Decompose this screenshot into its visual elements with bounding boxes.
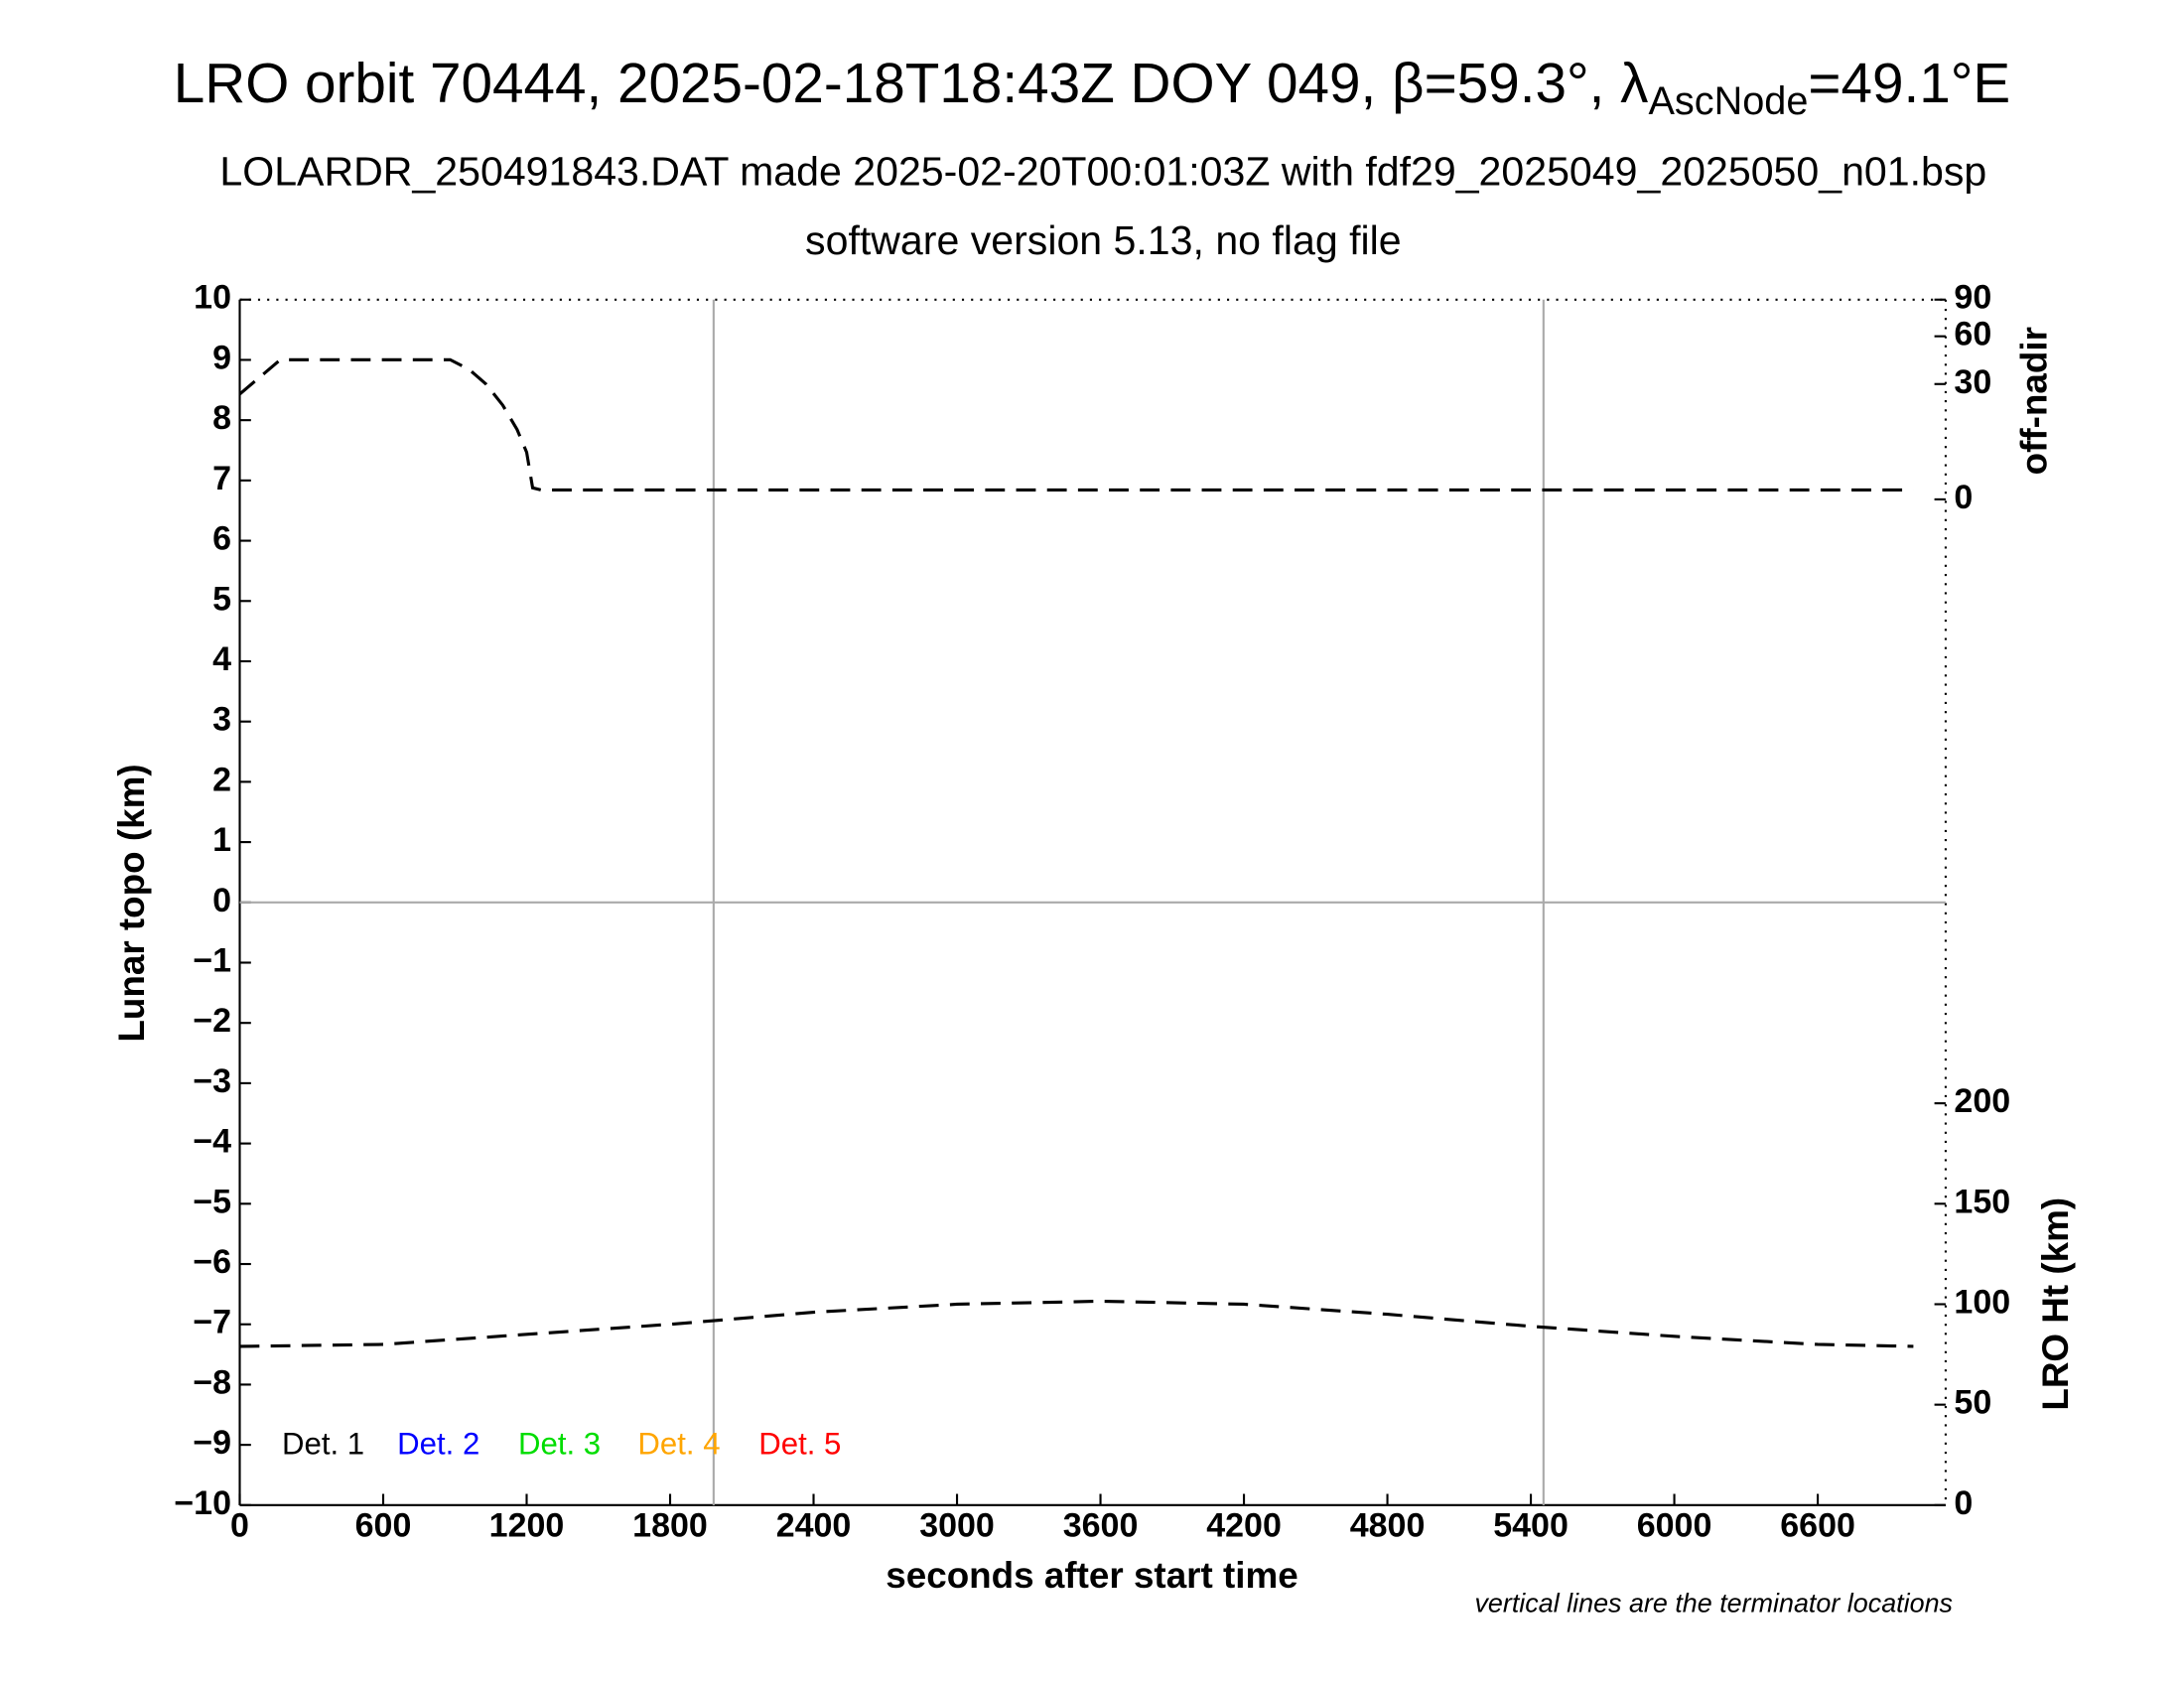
x-tick-label: 6000 — [1637, 1506, 1712, 1544]
x-tick-label: 3600 — [1063, 1506, 1139, 1544]
line-series — [238, 357, 1914, 492]
y-tick-label: −4 — [193, 1123, 231, 1161]
x-tick-label: 6600 — [1780, 1506, 1855, 1544]
y2-axis-label: off-nadir — [2014, 327, 2055, 475]
y3-tick-label: 0 — [1954, 1484, 1973, 1522]
x-tick-label: 1800 — [632, 1506, 708, 1544]
y3-axis-label: LRO Ht (km) — [2035, 1197, 2076, 1411]
y3-tick-label: 200 — [1954, 1082, 2010, 1120]
y-tick-label: −2 — [193, 1002, 231, 1040]
title-subscript: AscNode — [1648, 79, 1808, 123]
x-tick-label: 1200 — [489, 1506, 565, 1544]
y2-tick-label: 60 — [1954, 316, 1991, 353]
y-tick-label: −8 — [193, 1363, 231, 1401]
y2-tick-label: 30 — [1954, 363, 1991, 401]
x-tick-label: 4800 — [1350, 1506, 1426, 1544]
y-tick-label: −9 — [193, 1424, 231, 1462]
y3-tick-label: 100 — [1954, 1283, 2010, 1321]
x-tick-label: 3000 — [919, 1506, 995, 1544]
y2-tick-label: 0 — [1954, 479, 1973, 516]
subtitle: LOLARDR_250491843.DAT made 2025-02-20T00… — [219, 149, 1986, 195]
x-tick-label: 2400 — [776, 1506, 852, 1544]
y-tick-label: 5 — [212, 580, 231, 618]
y-tick-label: −1 — [193, 941, 231, 979]
legend-entry: Det. 4 — [637, 1427, 720, 1462]
x-tick-label: 4200 — [1206, 1506, 1282, 1544]
x-axis-label: seconds after start time — [886, 1555, 1298, 1596]
y-tick-label: −10 — [174, 1484, 231, 1522]
y-tick-label: −6 — [193, 1243, 231, 1281]
y2-tick-label: 90 — [1954, 279, 1991, 317]
y3-tick-label: 50 — [1954, 1384, 1991, 1422]
y-tick-label: 7 — [212, 460, 231, 497]
legend-entry: Det. 2 — [397, 1427, 479, 1462]
x-tick-label: 600 — [355, 1506, 412, 1544]
chart-title: LRO orbit 70444, 2025-02-18T18:43Z DOY 0… — [174, 53, 2010, 124]
y-axis-label: Lunar topo (km) — [111, 764, 152, 1042]
legend-entry: Det. 5 — [758, 1427, 841, 1462]
y-tick-label: 0 — [212, 882, 231, 919]
y-tick-label: 4 — [212, 640, 231, 678]
subtitle: software version 5.13, no flag file — [805, 217, 1402, 263]
line-series — [239, 1299, 1914, 1348]
y-tick-label: 2 — [212, 761, 231, 798]
title-part: LRO orbit 70444, 2025-02-18T18:43Z DOY 0… — [174, 53, 1649, 115]
y-tick-label: 8 — [212, 399, 231, 437]
y3-tick-label: 150 — [1954, 1183, 2010, 1220]
legend-entry: Det. 3 — [518, 1427, 601, 1462]
y-tick-label: −3 — [193, 1062, 231, 1100]
note: vertical lines are the terminator locati… — [1474, 1589, 1953, 1618]
y-tick-label: 6 — [212, 520, 231, 558]
y-tick-label: 9 — [212, 339, 231, 376]
x-tick-label: 0 — [230, 1506, 249, 1544]
y-tick-label: −7 — [193, 1304, 231, 1341]
title-part: =49.1°E — [1808, 53, 2010, 115]
y-tick-label: 1 — [212, 821, 231, 859]
y-tick-label: −5 — [193, 1183, 231, 1220]
x-tick-label: 5400 — [1493, 1506, 1569, 1544]
y-tick-label: 10 — [194, 279, 231, 317]
y-tick-label: 3 — [212, 701, 231, 739]
legend-entry: Det. 1 — [282, 1427, 364, 1462]
